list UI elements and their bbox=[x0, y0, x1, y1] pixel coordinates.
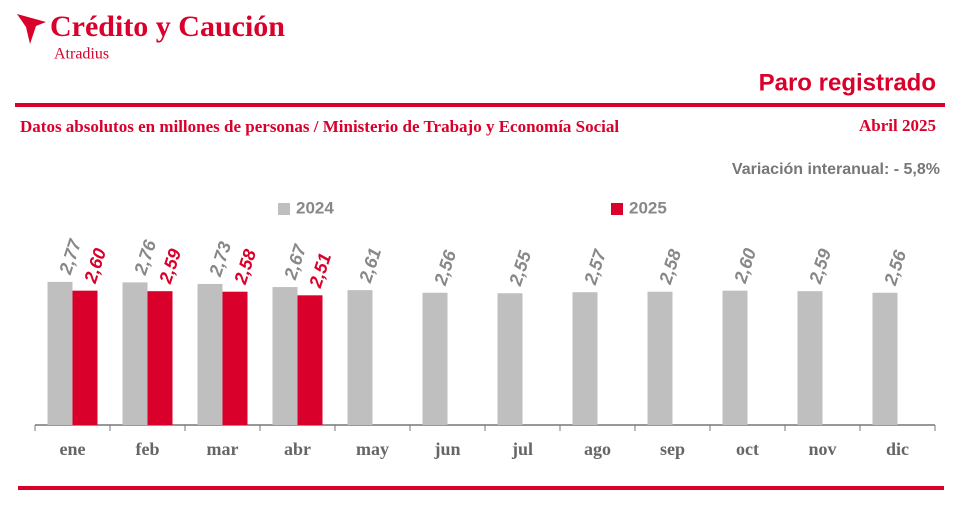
legend-swatch bbox=[278, 203, 290, 215]
value-label: 2,51 bbox=[305, 251, 335, 291]
value-label: 2,58 bbox=[655, 247, 685, 287]
logo-icon bbox=[17, 14, 46, 44]
bar bbox=[347, 290, 373, 425]
x-tick-label: oct bbox=[736, 439, 759, 459]
value-label: 2,59 bbox=[805, 246, 835, 286]
x-tick-label: mar bbox=[207, 439, 239, 459]
value-label: 2,76 bbox=[130, 237, 160, 278]
bar bbox=[797, 291, 823, 425]
top-rule bbox=[15, 103, 945, 107]
x-tick-label: nov bbox=[808, 439, 836, 459]
value-label: 2,56 bbox=[880, 247, 910, 288]
x-tick-label: jul bbox=[511, 439, 533, 459]
x-tick-label: sep bbox=[660, 439, 685, 459]
bar bbox=[422, 292, 448, 425]
value-label: 2,60 bbox=[80, 246, 110, 286]
value-label: 2,56 bbox=[430, 247, 460, 288]
legend-label: 2025 bbox=[629, 198, 667, 217]
value-label: 2,57 bbox=[580, 246, 610, 287]
value-label: 2,61 bbox=[355, 245, 385, 285]
x-tick-label: ago bbox=[584, 439, 611, 459]
bar bbox=[47, 281, 73, 425]
x-tick-label: may bbox=[356, 439, 389, 459]
chart-subtitle: Datos absolutos en millones de personas … bbox=[20, 117, 619, 136]
value-label: 2,55 bbox=[505, 248, 535, 289]
bottom-rule bbox=[18, 486, 944, 490]
bar bbox=[222, 291, 248, 425]
bar bbox=[297, 295, 323, 425]
bar bbox=[122, 282, 148, 425]
value-label: 2,60 bbox=[730, 246, 760, 286]
bar bbox=[147, 291, 173, 425]
x-tick-label: dic bbox=[886, 439, 909, 459]
brand-sub: Atradius bbox=[54, 46, 109, 63]
legend-label: 2024 bbox=[296, 198, 334, 217]
chart-date: Abril 2025 bbox=[859, 116, 936, 135]
bar bbox=[497, 293, 523, 425]
bar bbox=[197, 283, 223, 425]
x-tick-label: ene bbox=[60, 439, 86, 459]
bar bbox=[722, 290, 748, 425]
value-label: 2,77 bbox=[55, 236, 85, 277]
legend-swatch bbox=[611, 203, 623, 215]
bar bbox=[72, 290, 98, 425]
x-tick-label: abr bbox=[284, 439, 311, 459]
value-label: 2,73 bbox=[205, 239, 235, 279]
bar bbox=[872, 292, 898, 425]
value-label: 2,58 bbox=[230, 247, 260, 287]
bar bbox=[272, 287, 298, 425]
x-tick-label: jun bbox=[433, 439, 460, 459]
value-label: 2,67 bbox=[280, 241, 310, 282]
bar bbox=[647, 291, 673, 425]
annotation: Variación interanual: - 5,8% bbox=[732, 161, 940, 178]
chart-title: Paro registrado bbox=[759, 69, 936, 96]
value-label: 2,59 bbox=[155, 246, 185, 286]
bar bbox=[572, 292, 598, 425]
brand-name: Crédito y Caución bbox=[50, 10, 285, 43]
x-tick-label: feb bbox=[136, 439, 160, 459]
